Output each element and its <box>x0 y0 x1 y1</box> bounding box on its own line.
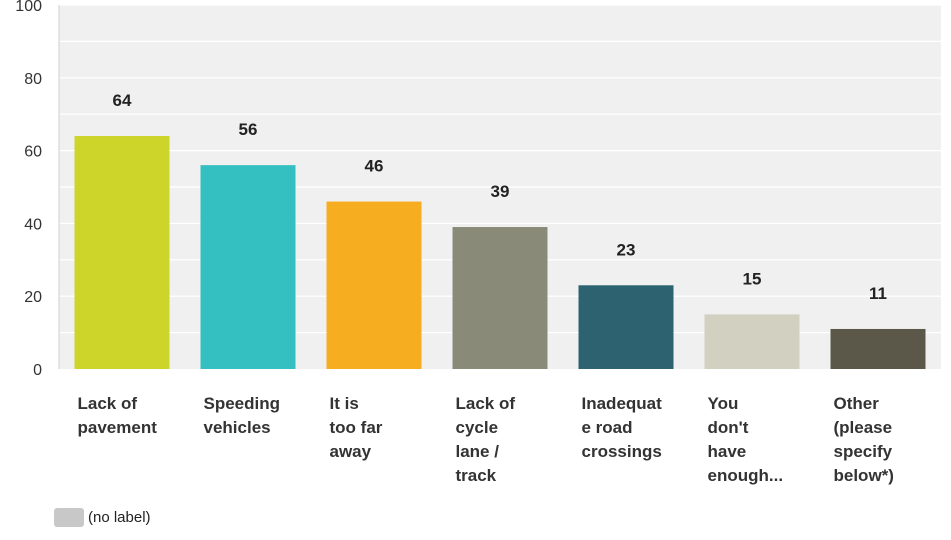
bar <box>74 136 170 369</box>
data-label: 46 <box>365 157 384 176</box>
y-tick-label: 80 <box>24 71 42 88</box>
bar <box>830 328 926 369</box>
data-label: 11 <box>869 284 887 303</box>
x-tick-label: Lack of pavement <box>78 394 158 437</box>
y-tick-label: 100 <box>15 0 42 15</box>
bar <box>452 227 548 369</box>
bar <box>326 201 422 369</box>
legend: (no label) <box>54 507 151 527</box>
y-tick-label: 0 <box>33 362 42 379</box>
x-tick-label: Other (please specify below*) <box>834 394 894 485</box>
y-tick-label: 60 <box>24 144 42 161</box>
data-label: 56 <box>239 120 258 139</box>
x-tick-label: Inadequat e road crossings <box>582 394 663 461</box>
x-tick-label: You don't have enough... <box>708 394 784 485</box>
data-label: 64 <box>113 91 132 110</box>
legend-label: (no label) <box>88 508 151 526</box>
data-label: 23 <box>617 240 636 259</box>
x-tick-label: It is too far away <box>330 394 383 461</box>
bar <box>200 165 296 369</box>
x-tick-label: Speeding vehicles <box>204 394 281 437</box>
bar <box>704 314 800 369</box>
x-tick-label: Lack of cycle lane / track <box>456 394 516 485</box>
bar <box>578 285 674 369</box>
legend-swatch <box>54 507 84 527</box>
y-tick-label: 40 <box>24 216 42 233</box>
y-tick-label: 20 <box>24 289 42 306</box>
data-label: 15 <box>743 269 762 288</box>
data-label: 39 <box>491 182 510 201</box>
